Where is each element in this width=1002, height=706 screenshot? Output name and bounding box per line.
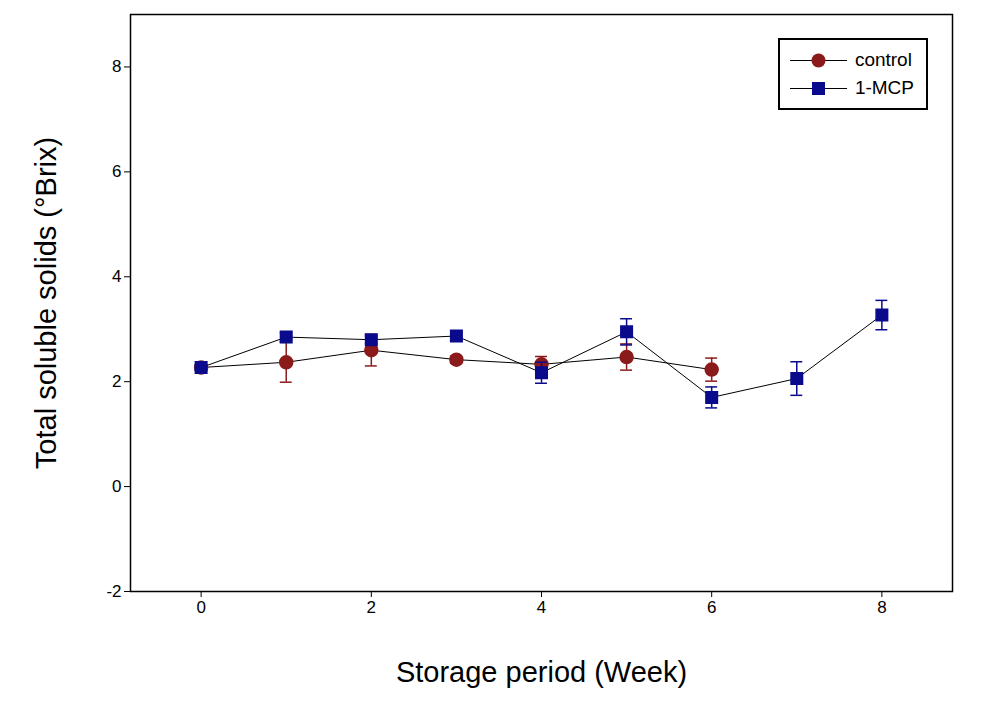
svg-text:Total soluble solids (°Brix): Total soluble solids (°Brix): [30, 137, 62, 469]
svg-text:4: 4: [112, 267, 121, 286]
html-text:1-MCP: 1-MCP: [854, 77, 914, 98]
svg-text:2: 2: [112, 372, 121, 391]
svg-text:8: 8: [877, 598, 886, 617]
html-text:control: control: [854, 49, 912, 70]
svg-text:6: 6: [112, 162, 121, 181]
svg-text:0: 0: [112, 477, 121, 496]
svg-text:6: 6: [707, 598, 716, 617]
svg-text:0: 0: [196, 598, 205, 617]
svg-text:Storage period (Week): Storage period (Week): [396, 656, 687, 688]
svg-text:2: 2: [367, 598, 376, 617]
svg-text:4: 4: [537, 598, 546, 617]
svg-text:-2: -2: [106, 582, 121, 601]
svg-text:8: 8: [112, 57, 121, 76]
